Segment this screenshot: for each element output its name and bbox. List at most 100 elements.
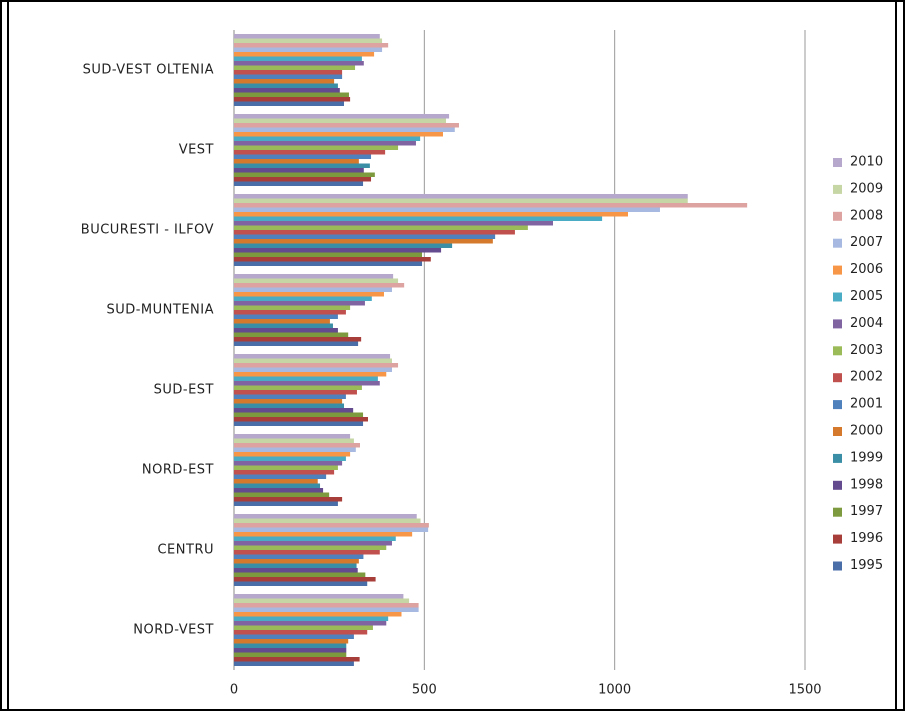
legend-label: 2007	[850, 235, 883, 250]
y-tick-label: VEST	[179, 143, 214, 158]
bar	[234, 483, 321, 488]
bar	[234, 257, 431, 262]
bar	[234, 239, 493, 244]
x-tick-label: 0	[230, 683, 238, 698]
y-tick-label: SUD-MUNTENIA	[106, 303, 214, 318]
bar	[234, 572, 366, 577]
bar	[234, 514, 417, 519]
bar	[234, 621, 387, 626]
bar	[234, 230, 515, 235]
bar	[234, 61, 364, 66]
bar	[234, 358, 392, 363]
bar	[234, 390, 357, 395]
bar	[234, 177, 372, 182]
bar	[234, 603, 419, 608]
bar	[234, 38, 383, 43]
bar	[234, 97, 351, 102]
y-tick-label: NORD-EST	[142, 463, 214, 478]
bar	[234, 127, 455, 132]
bar	[234, 492, 330, 497]
bar	[234, 74, 343, 79]
legend-swatch	[833, 184, 842, 194]
legend-swatch	[833, 561, 842, 571]
bar	[234, 648, 347, 653]
bar	[234, 403, 345, 408]
legend-label: 2004	[850, 316, 883, 331]
bar	[234, 328, 338, 333]
legend-swatch	[833, 453, 842, 463]
bar	[234, 168, 364, 173]
bar	[234, 123, 459, 128]
bar	[234, 643, 347, 648]
bar	[234, 594, 404, 599]
x-tick-label: 1500	[788, 683, 821, 698]
bar	[234, 52, 375, 57]
bar	[234, 319, 330, 324]
legend-label: 2010	[850, 155, 883, 170]
legend-label: 2000	[850, 424, 883, 439]
legend-label: 2006	[850, 262, 883, 277]
legend-label: 1995	[850, 558, 883, 573]
legend-label: 1996	[850, 531, 883, 546]
bar	[234, 216, 603, 221]
bar	[234, 225, 528, 230]
bar	[234, 408, 354, 413]
bar	[234, 234, 496, 239]
bar	[234, 452, 351, 457]
legend-label: 2002	[850, 370, 883, 385]
bar	[234, 292, 384, 297]
legend-label: 2009	[850, 181, 883, 196]
bar	[234, 394, 346, 399]
bar	[234, 527, 429, 532]
bar	[234, 367, 392, 372]
y-tick-label: CENTRU	[157, 543, 214, 558]
bar	[234, 479, 318, 484]
bar	[234, 198, 688, 203]
bar	[234, 639, 349, 644]
bar	[234, 545, 387, 550]
bar	[234, 532, 413, 537]
bar	[234, 541, 392, 546]
bar	[234, 577, 376, 582]
bar	[234, 630, 368, 635]
bar	[234, 523, 429, 528]
bar	[234, 136, 421, 141]
bar	[234, 172, 375, 177]
legend-label: 2003	[850, 343, 883, 358]
bar	[234, 341, 359, 346]
bar	[234, 461, 343, 466]
bar	[234, 141, 416, 146]
bar	[234, 305, 351, 310]
bar	[234, 79, 335, 84]
bar	[234, 412, 364, 417]
bar	[234, 559, 359, 564]
legend-swatch	[833, 319, 842, 329]
bar	[234, 203, 748, 208]
legend-swatch	[833, 292, 842, 302]
y-tick-label: NORD-VEST	[133, 623, 214, 638]
bar	[234, 154, 372, 159]
bar	[234, 447, 356, 452]
bar	[234, 372, 387, 377]
bar	[234, 252, 423, 257]
legend-swatch	[833, 158, 842, 167]
legend-label: 1999	[850, 450, 883, 465]
legend-label: 2001	[850, 397, 883, 412]
bar	[234, 159, 359, 164]
bar	[234, 616, 389, 621]
bar	[234, 456, 346, 461]
bar	[234, 465, 338, 470]
bar	[234, 243, 453, 248]
bar	[234, 497, 343, 502]
bar	[234, 261, 423, 266]
bar	[234, 181, 364, 186]
bar	[234, 310, 346, 315]
bar	[234, 314, 338, 319]
bar	[234, 381, 380, 386]
bar	[234, 296, 372, 301]
legend-swatch	[833, 400, 842, 410]
bar	[234, 625, 373, 630]
bar	[234, 434, 351, 439]
